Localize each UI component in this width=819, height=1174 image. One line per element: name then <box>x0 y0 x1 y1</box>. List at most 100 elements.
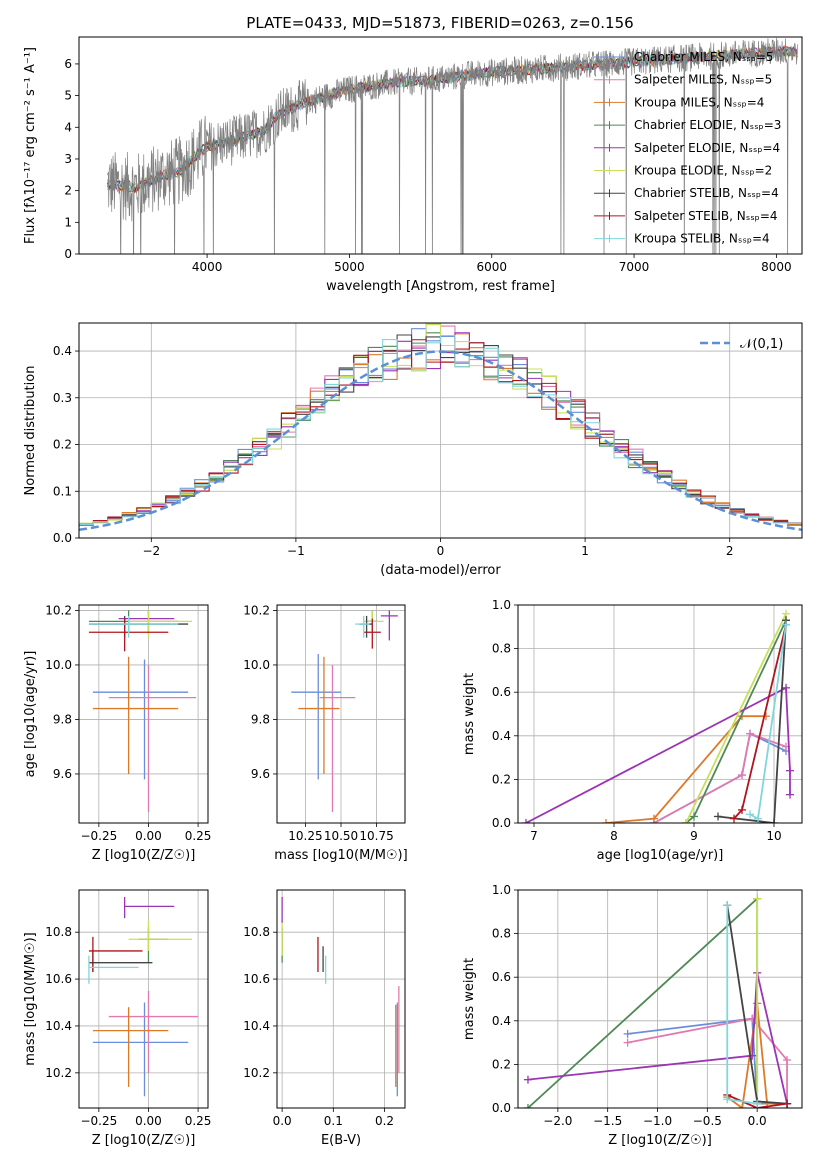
residuals-panel: −2 −1 0 1 2 0.0 0.1 0.2 0.3 0.4 (data-model)/error… <box>23 322 803 578</box>
x-axis-label: (data-model)/error <box>380 563 501 578</box>
y-tick-label: 0 <box>64 247 72 261</box>
data-marks <box>522 609 794 823</box>
y-tick-label: 10.0 <box>45 658 72 672</box>
x-tick-label: 0.25 <box>185 829 212 843</box>
data-marks <box>281 897 400 1097</box>
y-tick-label: 0.6 <box>492 970 511 984</box>
axes-frame <box>78 322 803 539</box>
x-tick-label: −0.5 <box>693 1114 722 1128</box>
x-tick-label: 5000 <box>334 260 365 274</box>
series-line <box>717 620 787 823</box>
y-tick-label: 1.0 <box>492 598 511 612</box>
y-tick-label: 0.0 <box>492 1101 511 1115</box>
x-tick-label: 0.2 <box>375 1114 394 1128</box>
y-tick-label: 9.8 <box>53 712 72 726</box>
axes-frame <box>517 604 803 824</box>
y-tick-label: 0.4 <box>492 729 511 743</box>
y-tick-label: 4 <box>64 120 72 134</box>
series-line <box>527 972 788 1104</box>
y-tick-label: 0.8 <box>492 642 511 656</box>
x-axis-label: wavelength [Angstrom, rest frame] <box>326 279 555 294</box>
x-axis-label: E(B-V) <box>321 1133 361 1148</box>
y-axis-label: mass weight <box>462 673 477 755</box>
x-tick-label: −1.0 <box>643 1114 672 1128</box>
y-tick-label: 0.2 <box>53 438 72 452</box>
x-tick-label: 6000 <box>476 260 507 274</box>
weight-vs-metallicity-panel: −2.0 −1.5 −1.0 −0.5 0.0 0.0 0.2 0.4 0.6 0.8 1.0 Z [… <box>462 883 803 1148</box>
legend-label: Salpeter STELIB, Nₛₛₚ=4 <box>634 209 778 223</box>
y-tick-label: 10.2 <box>45 1066 72 1080</box>
y-tick-label: 0.2 <box>492 772 511 786</box>
data-marks <box>88 610 197 813</box>
data-marks <box>291 610 398 813</box>
x-tick-label: 0.0 <box>748 1114 767 1128</box>
legend-label: Kroupa MILES, Nₛₛₚ=4 <box>634 95 764 109</box>
x-tick-label: −2 <box>142 544 160 558</box>
x-tick-label: 8000 <box>761 260 792 274</box>
legend-label: Chabrier ELODIE, Nₛₛₚ=3 <box>634 118 781 132</box>
y-tick-label: 9.8 <box>251 712 270 726</box>
y-tick-label: 10.6 <box>45 972 72 986</box>
y-tick-label: 10.6 <box>243 972 270 986</box>
x-tick-label: 10.75 <box>359 829 393 843</box>
data-marks <box>523 894 792 1108</box>
x-axis-label: Z [log10(Z/Z☉)] <box>608 1133 712 1148</box>
axes-frame <box>78 889 209 1109</box>
x-tick-label: 7000 <box>619 260 650 274</box>
data-marks <box>107 37 798 254</box>
legend-label: Chabrier STELIB, Nₛₛₚ=4 <box>634 186 779 200</box>
x-tick-label: 0.1 <box>324 1114 343 1128</box>
legend-label: Kroupa ELODIE, Nₛₛₚ=2 <box>634 164 772 178</box>
y-tick-label: 5 <box>64 89 72 103</box>
observed-spectrum-line <box>107 37 798 254</box>
y-tick-label: 0.6 <box>492 685 511 699</box>
figure-title: PLATE=0433, MJD=51873, FIBERID=0263, z=0… <box>246 14 633 32</box>
y-tick-label: 0.2 <box>492 1057 511 1071</box>
data-marks <box>79 323 802 532</box>
x-tick-label: 9 <box>690 829 698 843</box>
y-tick-label: 0.4 <box>53 344 72 358</box>
y-tick-label: 6 <box>64 57 72 71</box>
y-tick-label: 3 <box>64 152 72 166</box>
x-tick-label: 10.25 <box>288 829 322 843</box>
x-axis-label: Z [log10(Z/Z☉)] <box>92 848 196 863</box>
axes-frame <box>276 889 406 1109</box>
legend-label: Kroupa STELIB, Nₛₛₚ=4 <box>634 232 770 246</box>
mass-vs-metallicity-panel: −0.25 0.00 0.25 10.2 10.4 10.6 10.8 Z [log10(Z/… <box>23 889 211 1148</box>
series-line <box>685 613 787 823</box>
y-tick-label: 10.8 <box>45 925 72 939</box>
x-tick-label: 0.00 <box>135 1114 162 1128</box>
series-line <box>726 1094 788 1108</box>
y-tick-label: 0.4 <box>492 1014 511 1028</box>
x-axis-label: age [log10(age/yr)] <box>597 848 724 863</box>
y-axis-label: age [log10(age/yr)] <box>23 651 38 778</box>
data-marks <box>88 897 199 1097</box>
y-tick-label: 10.4 <box>243 1019 270 1033</box>
x-axis-label: mass [log10(M/M☉)] <box>274 848 407 863</box>
spectrum-panel: 4000 5000 6000 7000 8000 0 1 2 3 4 5 6 wavelength [A… <box>23 36 803 294</box>
y-axis-label: mass weight <box>462 958 477 1040</box>
weight-vs-age-panel: 7 8 9 10 0.0 0.2 0.4 0.6 0.8 1.0 age [log10(age/yr… <box>462 598 803 863</box>
y-tick-label: 10.4 <box>45 1019 72 1033</box>
x-tick-label: 0.00 <box>135 829 162 843</box>
y-axis-label: mass [log10(M/M☉)] <box>23 932 38 1065</box>
mass-vs-extinction-panel: 0.0 0.1 0.2 10.2 10.4 10.6 10.8 E(B-V) <box>243 889 406 1148</box>
x-tick-label: 7 <box>530 829 538 843</box>
y-tick-label: 9.6 <box>53 767 72 781</box>
x-tick-label: 8 <box>610 829 618 843</box>
axes-frame <box>78 36 803 255</box>
axes-frame <box>276 604 406 824</box>
x-tick-label: −0.25 <box>80 829 117 843</box>
y-tick-label: 10.0 <box>243 658 270 672</box>
y-tick-label: 2 <box>64 184 72 198</box>
series-line <box>525 686 791 823</box>
x-tick-label: 10.50 <box>324 829 358 843</box>
legend-label: Salpeter MILES, Nₛₛₚ=5 <box>634 73 772 87</box>
y-tick-label: 0.3 <box>53 391 72 405</box>
series-line <box>627 1017 788 1104</box>
x-tick-label: 1 <box>581 544 589 558</box>
y-tick-label: 1 <box>64 215 72 229</box>
x-tick-label: 2 <box>726 544 734 558</box>
age-vs-mass-panel: 10.25 10.50 10.75 9.6 9.8 10.0 10.2 mass [log10… <box>243 603 407 863</box>
